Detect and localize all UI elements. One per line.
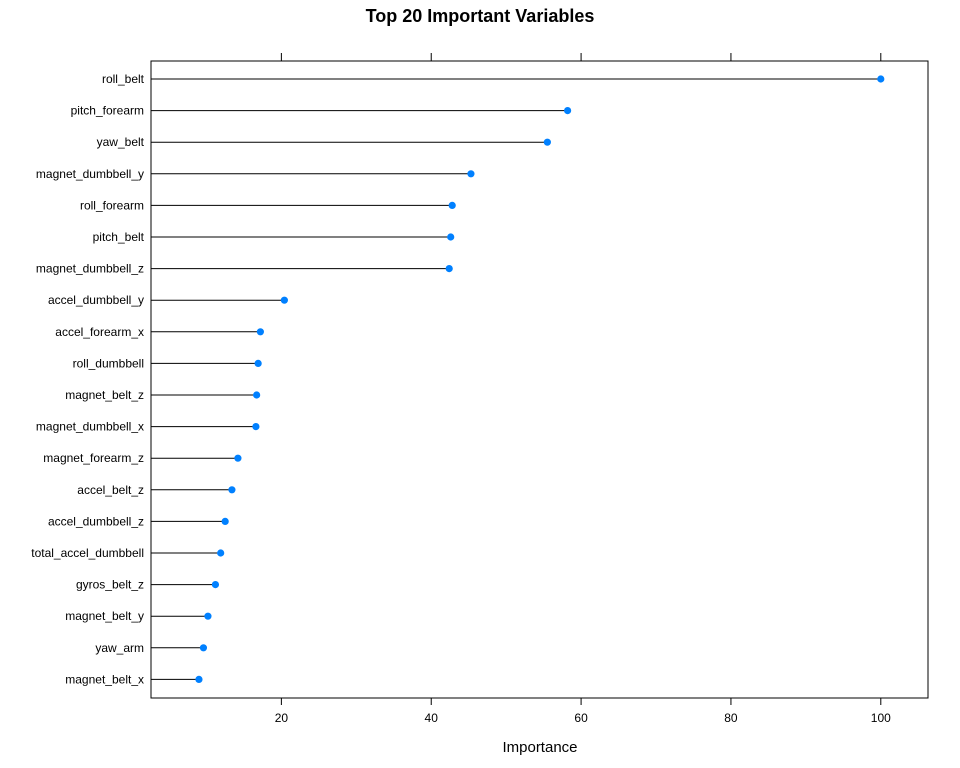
category-label: magnet_dumbbell_y — [36, 167, 144, 181]
chart-title: Top 20 Important Variables — [366, 6, 595, 26]
category-label: magnet_forearm_z — [43, 451, 144, 465]
importance-point — [199, 644, 208, 652]
importance-point — [877, 75, 885, 83]
importance-point — [543, 138, 551, 146]
importance-point — [234, 454, 242, 462]
importance-point — [563, 107, 572, 115]
x-axis-label: Importance — [502, 739, 577, 756]
x-tick-label: 20 — [275, 711, 289, 725]
category-label: yaw_belt — [97, 135, 145, 149]
category-label: gyros_belt_z — [76, 578, 144, 592]
importance-point — [448, 201, 456, 209]
x-tick-label: 60 — [574, 711, 588, 725]
category-label: yaw_arm — [95, 641, 144, 655]
importance-point — [253, 391, 261, 399]
category-label: roll_dumbbell — [73, 356, 144, 370]
category-label: total_accel_dumbbell — [31, 546, 144, 560]
importance-point — [447, 233, 455, 241]
x-tick-label: 40 — [425, 711, 439, 725]
category-label: accel_dumbbell_y — [48, 293, 144, 307]
importance-point — [467, 170, 475, 178]
importance-point — [221, 517, 229, 526]
y-axis-category-labels: roll_belt pitch_forearm yaw_belt magnet_dum… — [31, 72, 144, 686]
importance-point — [228, 486, 236, 494]
category-label: magnet_belt_z — [65, 388, 144, 402]
importance-point — [211, 580, 220, 589]
importance-point — [204, 612, 212, 620]
importance-point — [280, 296, 288, 304]
category-label: magnet_dumbbell_z — [36, 262, 144, 276]
category-label: magnet_belt_y — [65, 609, 144, 623]
importance-point — [252, 422, 260, 431]
category-label: roll_belt — [102, 72, 145, 86]
category-label: accel_forearm_x — [55, 325, 144, 339]
category-label: pitch_forearm — [71, 104, 144, 118]
category-label: magnet_dumbbell_x — [36, 420, 144, 434]
x-axis-top — [280, 53, 882, 61]
category-label: roll_forearm — [80, 198, 144, 212]
category-label: magnet_belt_x — [65, 672, 144, 686]
importance-point — [195, 675, 203, 684]
importance-point — [445, 264, 453, 273]
x-axis-bottom: 20 40 60 80 100 — [275, 698, 891, 725]
importance-point — [217, 549, 225, 557]
category-label: accel_dumbbell_z — [48, 514, 144, 528]
plot-frame — [150, 60, 929, 699]
x-tick-label: 100 — [871, 711, 891, 725]
importance-point — [256, 328, 264, 336]
category-label: pitch_belt — [93, 230, 145, 244]
importance-point — [254, 359, 262, 367]
marks-layer — [151, 75, 885, 684]
category-label: accel_belt_z — [77, 483, 144, 497]
x-tick-label: 80 — [724, 711, 738, 725]
